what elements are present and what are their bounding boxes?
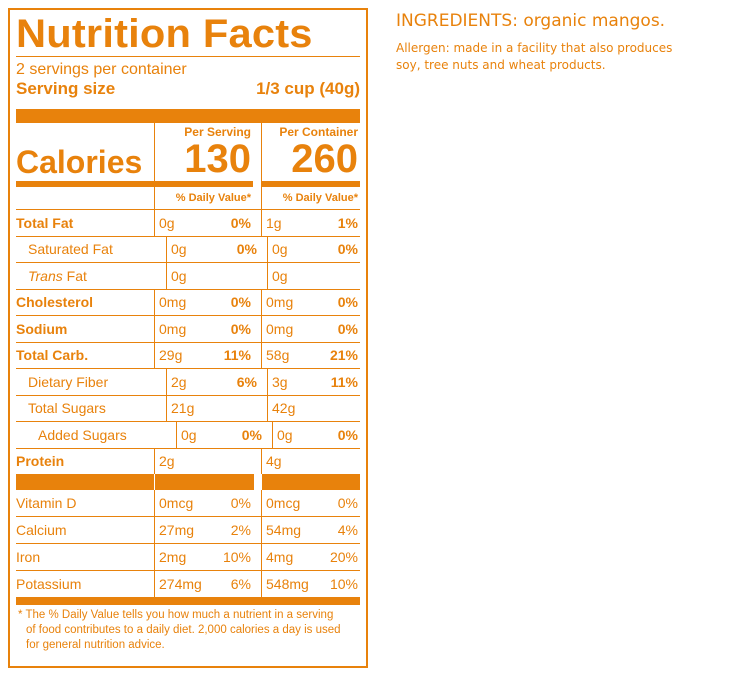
nutrient-row-total-carb: Total Carb. 29g 11% 58g 21%: [16, 342, 360, 369]
per-serving-column: Per Serving 130: [154, 123, 253, 187]
calories-label: Calories: [16, 144, 143, 180]
per-container-header: Per Container: [279, 125, 358, 139]
calories-per-serving: 130: [184, 137, 251, 181]
serving-size-label: Serving size: [16, 79, 116, 98]
vitamin-row-calcium: Calcium 27mg 2% 54mg 4%: [16, 517, 360, 544]
nutrient-row-cholesterol: Cholesterol 0mg 0% 0mg 0%: [16, 289, 360, 316]
allergen-statement: Allergen: made in a facility that also p…: [396, 41, 673, 72]
nutrient-row-protein: Protein 2g 4g: [16, 448, 360, 474]
calories-label-cell: Calories: [16, 123, 154, 187]
nutrient-row-trans-fat: Trans Fat 0g 0g: [16, 263, 360, 290]
daily-value-header-row: % Daily Value* % Daily Value*: [16, 187, 360, 210]
nutrient-row-saturated-fat: Saturated Fat 0g 0% 0g 0%: [16, 236, 360, 263]
ingredients-panel: INGREDIENTS: organic mangos. Allergen: m…: [396, 10, 736, 74]
dv-header-serving: % Daily Value*: [154, 187, 253, 209]
bottom-divider: [16, 597, 360, 605]
divider: [16, 56, 360, 57]
vitamin-row-iron: Iron 2mg 10% 4mg 20%: [16, 544, 360, 571]
nutrient-row-total-sugars: Total Sugars 21g 42g: [16, 395, 360, 422]
per-container-column: Per Container 260: [261, 123, 360, 187]
serving-size-value: 1/3 cup (40g): [256, 79, 360, 98]
servings-per-container: 2 servings per container: [16, 61, 187, 78]
ingredients-text: INGREDIENTS: organic mangos.: [396, 11, 666, 31]
nutrient-row-sodium: Sodium 0mg 0% 0mg 0%: [16, 316, 360, 343]
serving-size-row: Serving size 1/3 cup (40g): [16, 79, 360, 99]
calories-per-container: 260: [291, 137, 358, 181]
calories-block: Calories Per Serving 130 Per Container 2…: [16, 123, 360, 187]
nutrient-row-dietary-fiber: Dietary Fiber 2g 6% 3g 11%: [16, 369, 360, 396]
daily-value-footnote: * The % Daily Value tells you how much a…: [18, 609, 341, 651]
vitamin-rows: Vitamin D 0mcg 0% 0mcg 0% Calcium 27mg 2% 5…: [16, 490, 360, 597]
thick-divider: [16, 109, 360, 123]
thick-divider-mid: [16, 474, 360, 490]
nutrient-row-total-fat: Total Fat 0g 0% 1g 1%: [16, 210, 360, 237]
panel-title: Nutrition Facts: [16, 12, 313, 56]
vitamin-row-vitamin-d: Vitamin D 0mcg 0% 0mcg 0%: [16, 490, 360, 517]
nutrient-rows: Total Fat 0g 0% 1g 1% Saturated Fat 0g 0% 0…: [16, 210, 360, 474]
nutrient-row-added-sugars: Added Sugars 0g 0% 0g 0%: [16, 422, 360, 449]
vitamin-row-potassium: Potassium 274mg 6% 548mg 10%: [16, 571, 360, 597]
per-serving-header: Per Serving: [184, 125, 251, 139]
dv-header-container: % Daily Value*: [261, 187, 360, 209]
nutrition-facts-panel: Nutrition Facts 2 servings per container…: [8, 8, 368, 668]
